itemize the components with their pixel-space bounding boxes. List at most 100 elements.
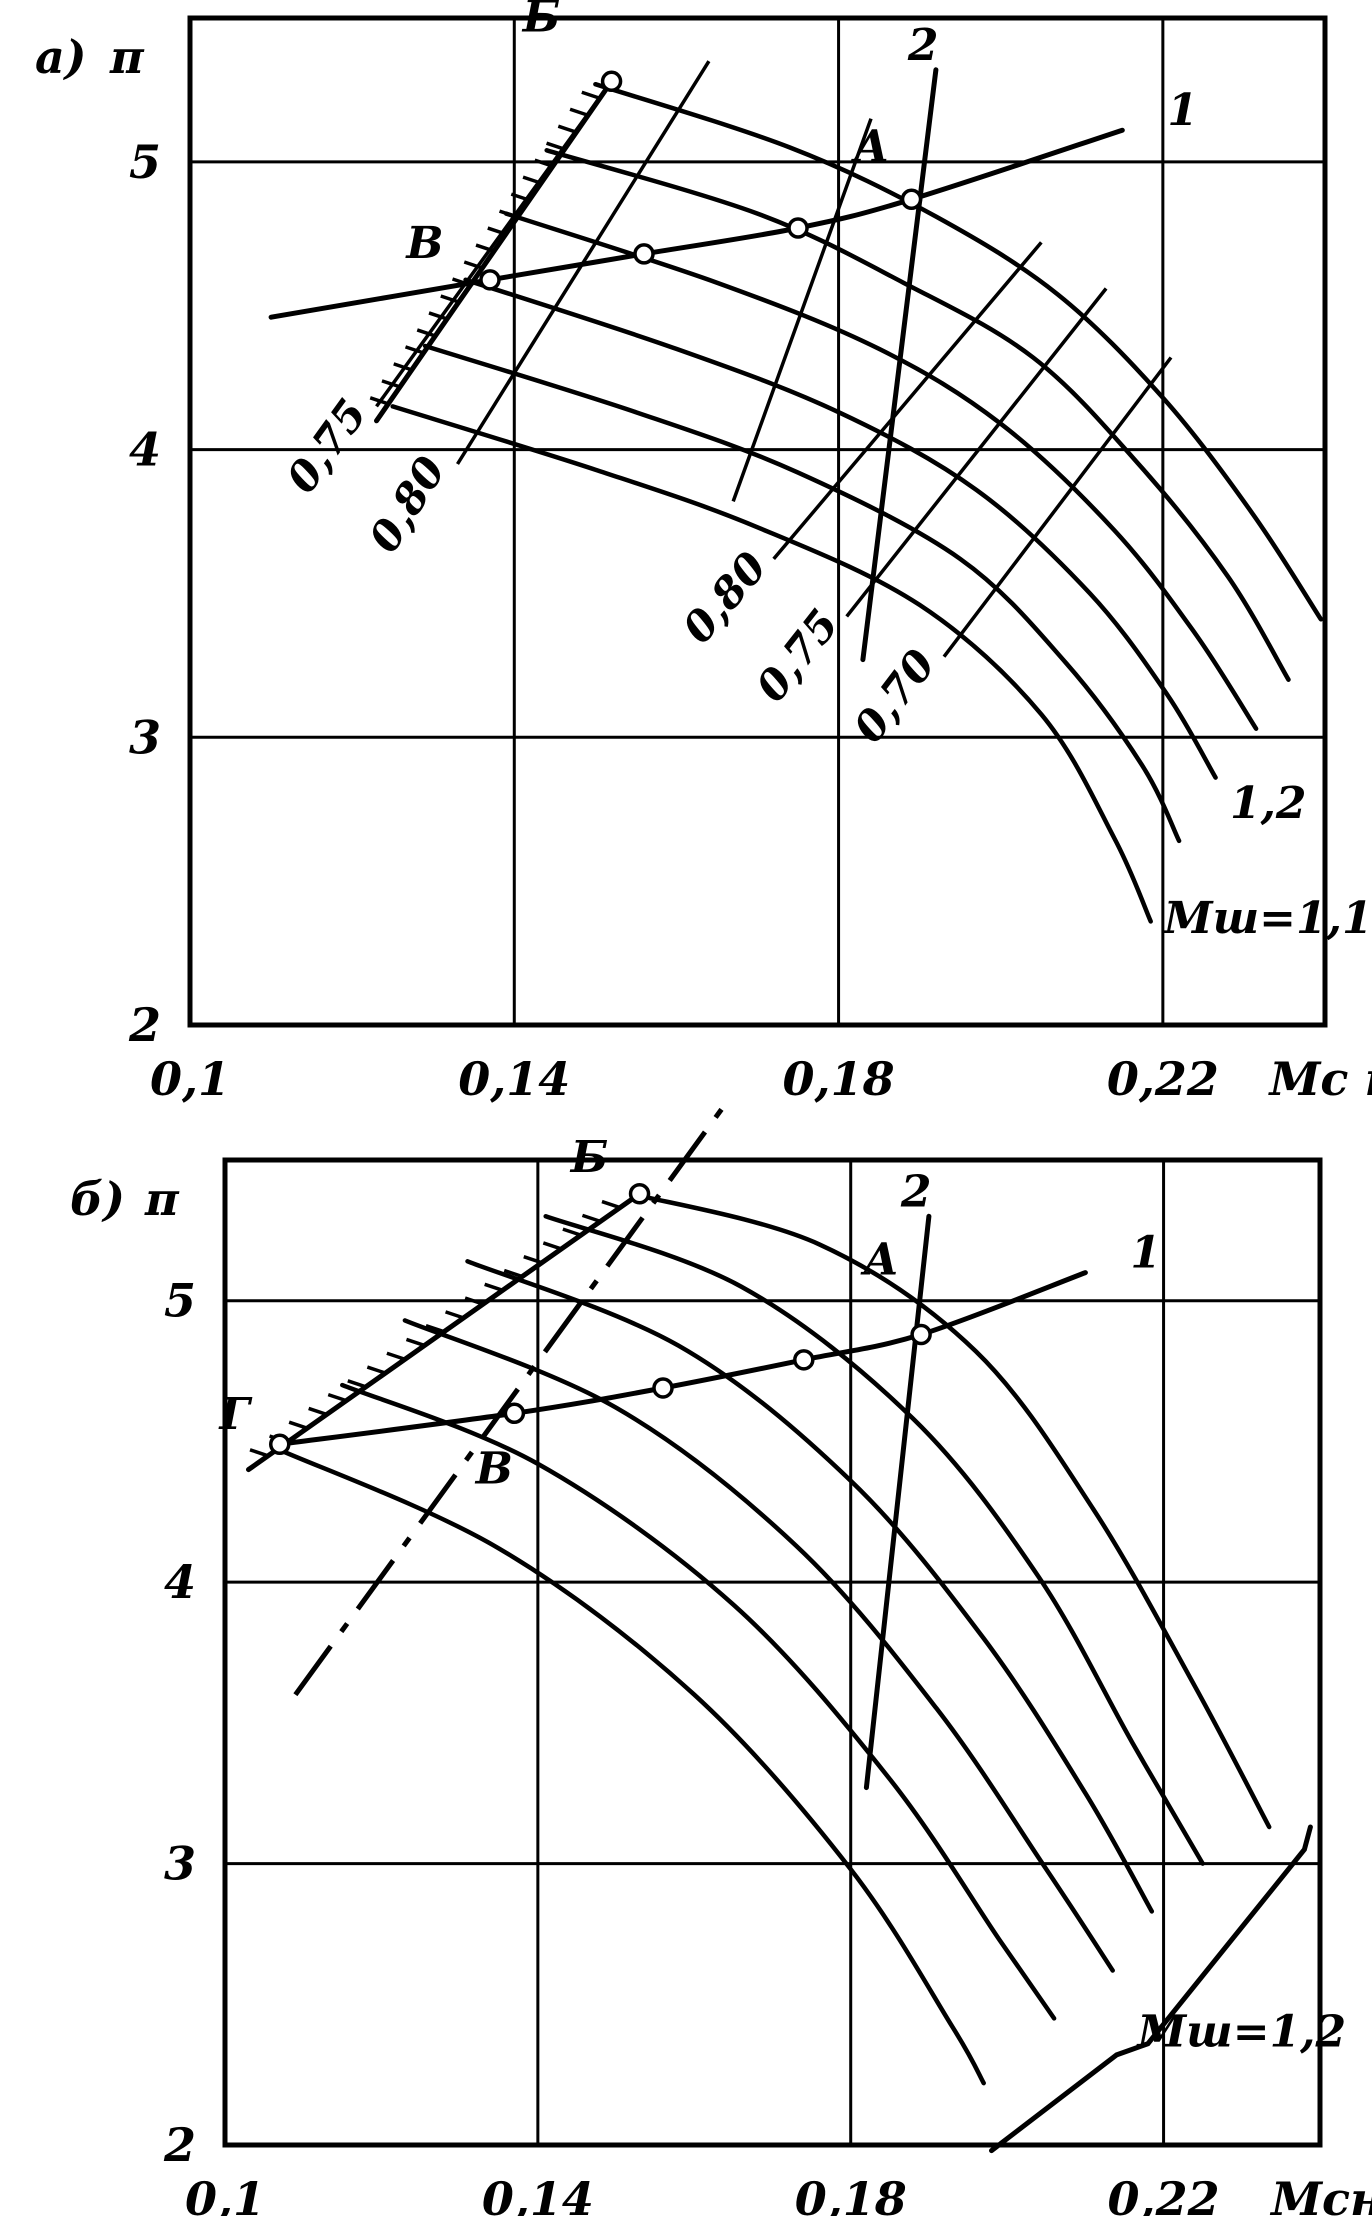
speed-line-4 [503,211,1259,731]
y-tick-label: 5 [129,135,161,189]
efficiency-line-1 [375,80,614,408]
surge-hatch [405,1337,425,1348]
operating-point [479,269,501,291]
speed-line-3 [402,1318,1115,1973]
efficiency-label: 0,80 [359,448,455,561]
panel-label: а) [35,30,87,84]
y-tick-label: 4 [129,423,161,477]
surge-hatch [366,1365,386,1375]
operating-line-2-label: 2 [907,20,939,71]
surge-hatch [562,1227,582,1237]
surge-hatch [249,1448,269,1458]
operating-line-2 [860,67,939,663]
speed-line-2 [340,1382,1057,2021]
operating-line-1-label: 1 [1130,1228,1161,1279]
x-axis-label: Мс н.у [1268,1052,1372,1106]
surge-hatch [464,1296,484,1306]
operating-point [600,70,623,93]
y-tick-label: 3 [164,1837,196,1891]
y-tick-label: 2 [163,2118,196,2172]
plot-frame [222,1157,1323,2148]
surge-hatch [557,124,577,134]
surge-hatch [386,1351,406,1361]
surge-hatch [288,1420,308,1430]
speed-line-6 [593,81,1324,622]
speed-label-top: 1,2 [1230,778,1307,829]
surge-hatch [523,1255,543,1265]
efficiency-label: 0,80 [673,543,776,653]
operating-line-2-label: 2 [900,1166,932,1217]
speed-line-2 [422,343,1182,844]
operating-line-1 [268,127,1125,320]
efficiency-label: 0,75 [277,390,377,502]
surge-hatch [440,294,460,304]
x-tick-label: 0,1 [150,1052,230,1106]
efficiency-line-6 [942,356,1173,658]
operating-point [628,1183,651,1205]
surge-hatch [425,1324,445,1334]
y-axis-label: π [109,30,145,84]
operating-point [652,1377,674,1399]
speed-line-4 [465,1259,1155,1914]
x-axis-label: Мсн.у [1269,2172,1372,2216]
surge-hatch [347,1379,367,1389]
efficiency-label: 0,75 [746,600,848,711]
x-tick-label: 0,22 [1107,1052,1219,1106]
surge-hatch [503,1268,523,1279]
dashed-optimum-line [293,1102,728,1697]
surge-hatch [445,1310,465,1320]
x-tick-label: 0,14 [482,2172,594,2216]
speed-line-5 [543,1214,1205,1866]
efficiency-label: 0,70 [844,640,945,751]
operating-point [910,1323,932,1346]
chart-panel-2: 0,1 0,14 0,18 0,22 2 3 4 5 б) π Мсн.у 1 2 Г В А Б Мш=1,2 [70,1102,1372,2216]
x-tick-label: 0,18 [783,1052,895,1106]
y-axis-label: π [144,1172,180,1226]
y-tick-label: 4 [164,1555,196,1609]
surge-hatch [327,1392,347,1403]
x-tick-label: 0,22 [1108,2172,1220,2216]
surge-hatch [581,1213,601,1224]
point-label: А [851,121,890,172]
y-tick-label: 2 [128,998,161,1052]
speed-label: Мш=1,1 [1162,893,1372,944]
y-tick-label: 3 [129,710,161,764]
operating-line-1-label: 1 [1167,85,1198,136]
point-label: Б [521,0,561,42]
x-tick-label: 0,1 [185,2172,265,2216]
speed-line-5 [544,148,1291,682]
surge-hatch [308,1406,328,1417]
speed-label: Мш=1,2 [1135,2007,1346,2058]
panel-label: б) [70,1172,125,1226]
efficiency-line-5 [845,287,1108,618]
point-label: А [860,1234,899,1285]
operating-line-2 [863,1213,932,1791]
speed-line-3 [463,277,1218,780]
speed-line-1 [390,404,1153,924]
operating-point [793,1349,815,1371]
point-label: Г [218,1389,253,1440]
surge-boundary-line [246,1191,642,1473]
surge-hatch [404,345,425,355]
y-tick-label: 5 [164,1274,196,1328]
x-tick-label: 0,14 [458,1052,570,1106]
speed-line-6 [629,1191,1272,1830]
surge-hatch [484,1282,504,1292]
surge-hatch [416,328,436,338]
speed-line-1 [277,1447,986,2086]
surge-hatch [601,1199,621,1210]
x-tick-label: 0,18 [795,2172,907,2216]
plot-frame [187,15,1328,1028]
operating-line-1 [277,1270,1088,1447]
surge-hatch [569,107,589,117]
surge-hatch [581,90,601,100]
operating-point [269,1433,291,1455]
point-label: В [474,1443,513,1494]
surge-hatch [428,311,448,321]
point-label: Б [569,1132,609,1183]
surge-hatch [393,362,413,372]
operating-point [900,188,923,211]
operating-point [633,243,655,265]
